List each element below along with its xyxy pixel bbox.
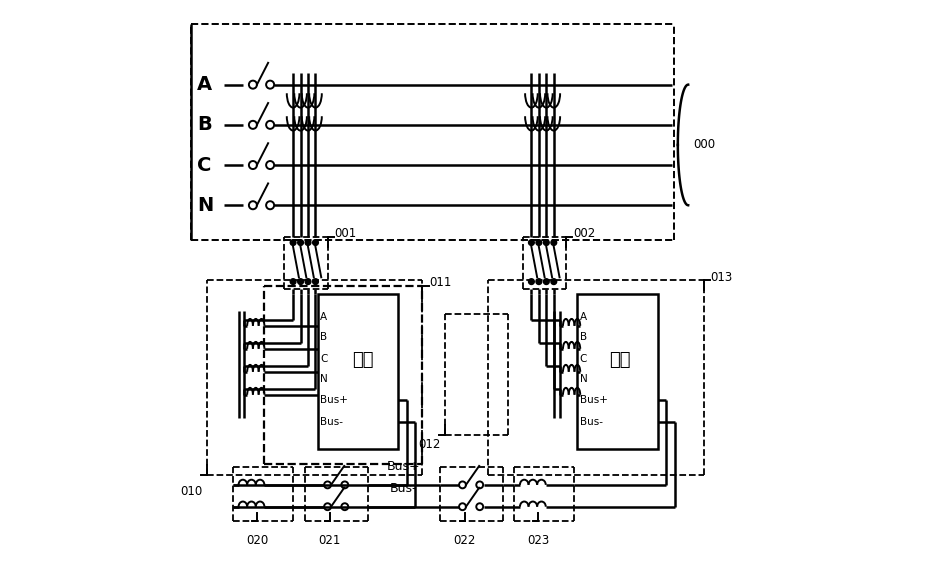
Text: Bus-: Bus- <box>580 417 603 427</box>
Text: 020: 020 <box>246 534 268 546</box>
Circle shape <box>536 239 542 245</box>
Text: N: N <box>320 374 327 384</box>
Circle shape <box>536 279 542 284</box>
Text: 001: 001 <box>335 227 357 241</box>
Circle shape <box>528 239 535 245</box>
Circle shape <box>290 239 296 245</box>
Text: B: B <box>580 332 586 342</box>
Circle shape <box>313 279 318 284</box>
Text: Bus+: Bus+ <box>580 395 608 406</box>
Circle shape <box>298 239 303 245</box>
Text: 022: 022 <box>453 534 476 546</box>
Circle shape <box>290 279 296 284</box>
Text: Bus-: Bus- <box>390 482 417 495</box>
Circle shape <box>305 279 311 284</box>
Text: 013: 013 <box>710 271 733 283</box>
Text: C: C <box>320 354 327 364</box>
Text: 010: 010 <box>180 485 203 499</box>
Text: Bus+: Bus+ <box>320 395 348 406</box>
Text: B: B <box>320 332 327 342</box>
Circle shape <box>305 239 311 245</box>
Text: 011: 011 <box>429 276 451 289</box>
Text: Bus+: Bus+ <box>387 460 421 473</box>
Text: A: A <box>320 312 327 322</box>
Text: 000: 000 <box>693 138 715 151</box>
Text: N: N <box>580 374 587 384</box>
Text: 021: 021 <box>319 534 341 546</box>
Circle shape <box>551 279 557 284</box>
Text: 012: 012 <box>418 438 440 451</box>
Text: A: A <box>580 312 586 322</box>
Text: 023: 023 <box>527 534 549 546</box>
Text: Bus-: Bus- <box>320 417 343 427</box>
Text: 002: 002 <box>573 227 595 241</box>
Circle shape <box>544 279 549 284</box>
Text: C: C <box>197 156 212 174</box>
Circle shape <box>298 279 303 284</box>
Circle shape <box>313 239 318 245</box>
Circle shape <box>544 239 549 245</box>
Text: B: B <box>197 115 212 134</box>
Circle shape <box>528 279 535 284</box>
Circle shape <box>551 239 557 245</box>
Text: A: A <box>197 75 213 94</box>
Text: 整流: 整流 <box>352 351 374 369</box>
Text: N: N <box>197 196 214 215</box>
Text: C: C <box>580 354 587 364</box>
Text: 逆变: 逆变 <box>609 351 631 369</box>
